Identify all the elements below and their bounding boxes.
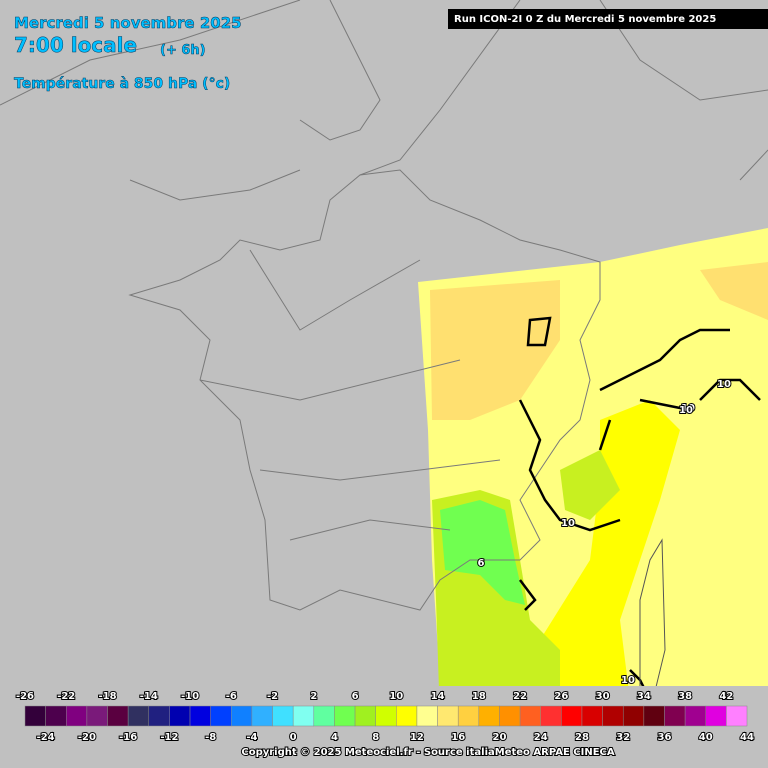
color-swatch	[189, 705, 211, 727]
contour-label: 10	[679, 405, 693, 416]
colorbar-label: 20	[492, 732, 506, 743]
color-swatch	[24, 705, 46, 727]
color-swatch	[375, 705, 397, 727]
color-swatch	[396, 705, 418, 727]
contour-label: 10	[621, 675, 635, 686]
color-swatch	[210, 705, 232, 727]
contour-label: 6	[478, 558, 485, 569]
colorbar-label: 4	[331, 732, 338, 743]
color-swatch	[169, 705, 191, 727]
color-swatch	[231, 705, 253, 727]
color-swatch	[334, 705, 356, 727]
contour-lines	[518, 316, 761, 731]
colorbar-label: 40	[699, 732, 713, 743]
colorbar-label: 18	[472, 691, 486, 702]
field-name: Température à 850 hPa (°c)	[14, 76, 230, 92]
color-swatch	[86, 705, 108, 727]
colorbar-label: 8	[372, 732, 379, 743]
color-swatch	[561, 705, 583, 727]
warm-area	[700, 262, 768, 320]
colorbar-label: 38	[678, 691, 692, 702]
colorbar-label: -14	[140, 691, 158, 702]
cool-area	[440, 500, 525, 605]
colorbar-label: 0	[290, 732, 297, 743]
colorbar-label: -26	[16, 691, 34, 702]
color-swatch	[519, 705, 541, 727]
colorbar-label: 44	[740, 732, 754, 743]
color-swatch	[540, 705, 562, 727]
color-swatch	[416, 705, 438, 727]
colorbar-label: 26	[554, 691, 568, 702]
color-swatch	[107, 705, 129, 727]
colorbar-label: -12	[160, 732, 178, 743]
colorbar-label: 34	[637, 691, 651, 702]
color-swatch	[313, 705, 335, 727]
colorbar-label: -4	[246, 732, 257, 743]
colorbar-label: -24	[37, 732, 55, 743]
warm-area	[430, 280, 560, 420]
color-swatch	[251, 705, 273, 727]
land-borders	[128, 169, 601, 611]
color-swatch	[581, 705, 603, 727]
contour-label: 10	[717, 379, 731, 390]
colorbar-label: 28	[575, 732, 589, 743]
colorbar-label: -6	[226, 691, 237, 702]
color-swatch	[664, 705, 686, 727]
colorbar-label: 42	[719, 691, 733, 702]
colorbar-label: -18	[98, 691, 116, 702]
color-swatch	[272, 705, 294, 727]
run-label: Run ICON-2I 0 Z du Mercredi 5 novembre 2…	[454, 14, 716, 25]
outside-borders	[0, 0, 768, 201]
mild-area	[560, 450, 620, 520]
color-swatch	[705, 705, 727, 727]
date: Mercredi 5 novembre 2025	[14, 14, 242, 32]
colorbar-label: 10	[389, 691, 403, 702]
color-swatch	[726, 705, 748, 727]
colorbar-label: 16	[451, 732, 465, 743]
color-swatch	[148, 705, 170, 727]
contour-label: 10	[681, 403, 695, 414]
warm-area	[540, 400, 680, 768]
colorbar-label: 12	[410, 732, 424, 743]
colorbar-label: 32	[616, 732, 630, 743]
color-swatch	[684, 705, 706, 727]
lead-time: (+ 6h)	[160, 43, 206, 58]
color-swatch	[602, 705, 624, 727]
color-swatch	[643, 705, 665, 727]
colorbar-label: 22	[513, 691, 527, 702]
colorbar-label: 30	[596, 691, 610, 702]
contour-label: 10	[561, 518, 575, 529]
colorbar-label: 14	[431, 691, 445, 702]
color-swatch	[457, 705, 480, 727]
color-swatch	[292, 705, 315, 727]
color-swatch	[478, 705, 500, 727]
colorbar-label: -10	[181, 691, 199, 702]
color-swatch	[66, 705, 88, 727]
color-swatch	[499, 705, 521, 727]
run-banner	[448, 9, 768, 29]
colorbar-label: 36	[658, 732, 672, 743]
color-swatch	[437, 705, 459, 727]
colorbar-label: 24	[534, 732, 548, 743]
time: 7:00 locale	[14, 33, 137, 57]
colorbar-label: -8	[205, 732, 216, 743]
colorbar-label: 2	[310, 691, 317, 702]
color-swatch	[127, 705, 150, 727]
colorbar-label: -22	[57, 691, 75, 702]
colorbar-label: 6	[352, 691, 359, 702]
colorbar-label: -16	[119, 732, 137, 743]
colorbar: -26 -22 -18 -14 -10 -6 -2 2 6 10 14 18 22 26 30 34 38 42-…	[15, 690, 755, 744]
copyright: Copyright © 2025 Meteociel.fr - Source i…	[241, 747, 615, 758]
legend-panel	[0, 686, 768, 768]
color-swatch	[45, 705, 67, 727]
color-swatch	[354, 705, 376, 727]
color-swatch	[622, 705, 645, 727]
colorbar-label: -20	[78, 732, 96, 743]
colorbar-label: -2	[267, 691, 278, 702]
